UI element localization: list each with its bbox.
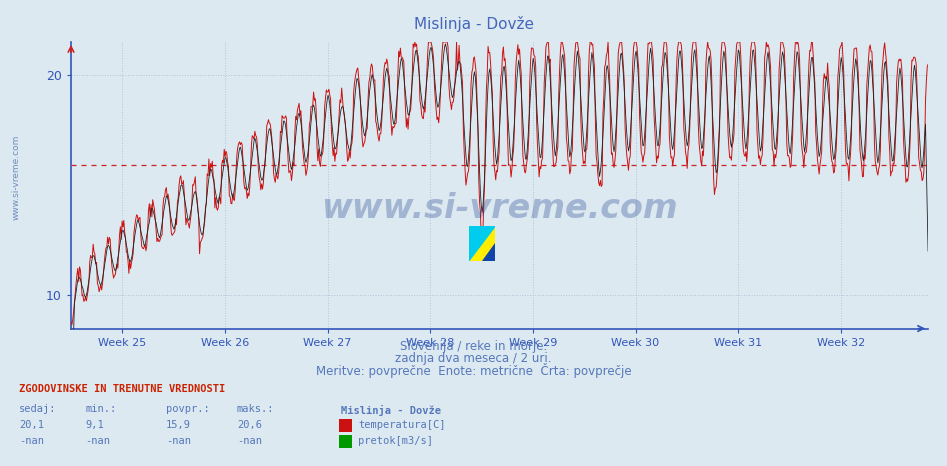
Text: -nan: -nan [19, 436, 44, 446]
Text: -nan: -nan [237, 436, 261, 446]
Text: www.si-vreme.com: www.si-vreme.com [321, 192, 678, 225]
Text: 15,9: 15,9 [166, 420, 190, 430]
Text: Slovenija / reke in morje.: Slovenija / reke in morje. [400, 340, 547, 353]
Text: 20,1: 20,1 [19, 420, 44, 430]
Polygon shape [469, 226, 495, 261]
Polygon shape [482, 243, 495, 261]
Text: maks.:: maks.: [237, 404, 275, 414]
Text: -nan: -nan [85, 436, 110, 446]
Text: sedaj:: sedaj: [19, 404, 57, 414]
Text: zadnja dva meseca / 2 uri.: zadnja dva meseca / 2 uri. [395, 352, 552, 365]
Text: temperatura[C]: temperatura[C] [358, 420, 445, 430]
Text: Meritve: povprečne  Enote: metrične  Črta: povprečje: Meritve: povprečne Enote: metrične Črta:… [315, 363, 632, 378]
Polygon shape [469, 226, 495, 261]
Text: 9,1: 9,1 [85, 420, 104, 430]
Text: min.:: min.: [85, 404, 116, 414]
Text: -nan: -nan [166, 436, 190, 446]
Text: 20,6: 20,6 [237, 420, 261, 430]
Text: Mislinja - Dovže: Mislinja - Dovže [341, 404, 441, 416]
Text: Mislinja - Dovže: Mislinja - Dovže [414, 16, 533, 32]
Text: www.si-vreme.com: www.si-vreme.com [11, 134, 21, 220]
Text: ZGODOVINSKE IN TRENUTNE VREDNOSTI: ZGODOVINSKE IN TRENUTNE VREDNOSTI [19, 384, 225, 394]
Text: povpr.:: povpr.: [166, 404, 209, 414]
Text: pretok[m3/s]: pretok[m3/s] [358, 436, 433, 446]
